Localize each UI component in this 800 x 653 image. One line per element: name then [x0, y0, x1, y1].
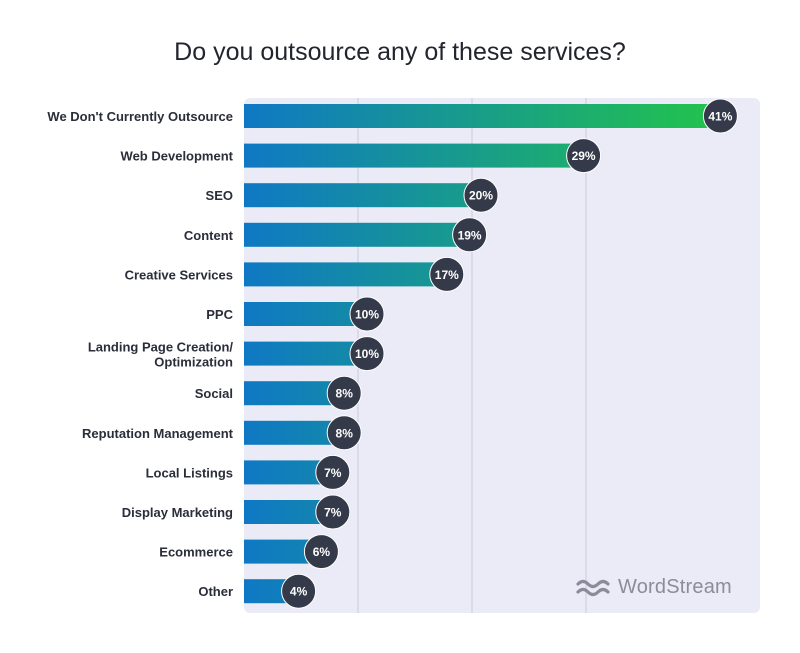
value-label: 8%: [336, 426, 354, 440]
value-badge: [281, 573, 317, 609]
value-label: 4%: [290, 585, 308, 599]
bar: [244, 183, 472, 208]
category-label: SEO: [206, 188, 233, 203]
value-label: 7%: [324, 506, 342, 520]
value-badge: [315, 494, 351, 530]
category-label: Reputation Management: [82, 426, 234, 441]
category-label: Creative Services: [125, 267, 233, 282]
bar: [244, 539, 313, 564]
value-badge: [702, 98, 738, 134]
value-label: 6%: [313, 545, 331, 559]
wordstream-brand: WordStream: [576, 576, 732, 599]
value-badges: 41% 29% 20% 19% 17% 10% 10% 8% 8% 7% 7% 6% 4%: [281, 98, 738, 609]
value-label: 10%: [355, 347, 379, 361]
bar: [244, 341, 358, 366]
value-label: 29%: [572, 149, 596, 163]
value-badge: [315, 454, 351, 490]
value-label: 17%: [435, 268, 459, 282]
bar: [244, 420, 336, 445]
bar: [244, 381, 336, 406]
value-badge: [326, 375, 362, 411]
value-badge: [463, 177, 499, 213]
bar: [244, 262, 438, 287]
value-label: 10%: [355, 308, 379, 322]
category-label: Social: [195, 386, 233, 401]
category-label: Content: [184, 228, 234, 243]
value-label: 20%: [469, 189, 493, 203]
value-label: 41%: [708, 110, 732, 124]
chart-title: Do you outsource any of these services?: [174, 38, 626, 66]
brand-name: WordStream: [618, 576, 732, 598]
bar: [244, 460, 324, 485]
value-label: 7%: [324, 466, 342, 480]
category-label: Other: [198, 584, 233, 599]
bar: [244, 104, 712, 128]
category-label: We Don't Currently Outsource: [47, 109, 233, 124]
category-label: Landing Page Creation/Optimization: [88, 340, 234, 370]
value-label: 19%: [458, 228, 482, 242]
value-label: 8%: [336, 387, 354, 401]
category-label: Local Listings: [146, 465, 233, 480]
category-label: Display Marketing: [122, 505, 233, 520]
value-badge: [452, 217, 488, 253]
bar: [244, 302, 358, 326]
wordstream-wave-logo-icon: [576, 579, 610, 596]
value-badge: [349, 296, 385, 332]
value-badge: [303, 534, 339, 570]
value-badge: [326, 415, 362, 451]
category-labels: We Don't Currently Outsource Web Developm…: [47, 109, 233, 599]
bars: [244, 104, 712, 604]
bar: [244, 500, 324, 524]
value-badge: [349, 336, 385, 372]
value-badge: [429, 256, 465, 292]
bar: [244, 143, 575, 168]
bar: [244, 222, 461, 247]
value-badge: [566, 138, 602, 174]
category-label: Web Development: [121, 149, 234, 164]
category-label: Ecommerce: [159, 545, 233, 560]
category-label: PPC: [206, 307, 233, 322]
